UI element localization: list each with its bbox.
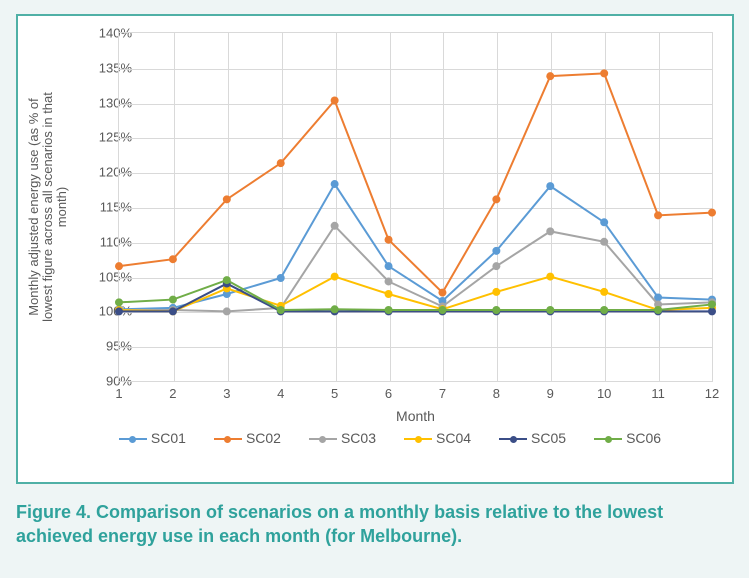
x-tick: 10: [597, 386, 611, 401]
legend-marker-sc03: [309, 438, 337, 440]
x-tick: 7: [439, 386, 446, 401]
legend-item-sc03: SC03: [309, 430, 376, 446]
series-point-sc02: [385, 236, 393, 244]
plot-area: [118, 32, 713, 382]
legend-label: SC02: [246, 430, 281, 446]
x-tick: 8: [493, 386, 500, 401]
series-line-sc02: [119, 73, 712, 292]
legend-label: SC01: [151, 430, 186, 446]
legend-dot-icon: [129, 436, 136, 443]
x-tick: 1: [115, 386, 122, 401]
legend-dot-icon: [510, 436, 517, 443]
series-point-sc06: [385, 306, 393, 314]
series-point-sc04: [600, 288, 608, 296]
y-axis-title: Monthly adjusted energy use (as % oflowe…: [27, 92, 69, 322]
legend-marker-sc05: [499, 438, 527, 440]
legend-label: SC04: [436, 430, 471, 446]
legend-item-sc01: SC01: [119, 430, 186, 446]
x-tick: 12: [705, 386, 719, 401]
legend-item-sc06: SC06: [594, 430, 661, 446]
series-point-sc01: [331, 180, 339, 188]
series-point-sc06: [438, 306, 446, 314]
series-point-sc06: [115, 298, 123, 306]
series-point-sc02: [546, 72, 554, 80]
series-point-sc02: [223, 195, 231, 203]
legend-dot-icon: [605, 436, 612, 443]
legend-item-sc02: SC02: [214, 430, 281, 446]
series-point-sc06: [277, 306, 285, 314]
series-point-sc06: [654, 306, 662, 314]
series-point-sc03: [385, 277, 393, 285]
legend-label: SC03: [341, 430, 376, 446]
legend-item-sc04: SC04: [404, 430, 471, 446]
x-tick: 3: [223, 386, 230, 401]
x-tick: 9: [547, 386, 554, 401]
legend-label: SC06: [626, 430, 661, 446]
series-point-sc01: [600, 218, 608, 226]
series-point-sc04: [492, 288, 500, 296]
series-point-sc01: [277, 274, 285, 282]
series-point-sc01: [492, 247, 500, 255]
series-svg: [119, 33, 712, 381]
series-point-sc06: [708, 300, 716, 308]
x-tick: 2: [169, 386, 176, 401]
series-point-sc02: [277, 159, 285, 167]
series-point-sc06: [223, 276, 231, 284]
series-point-sc04: [546, 273, 554, 281]
series-point-sc06: [169, 296, 177, 304]
series-point-sc02: [115, 262, 123, 270]
series-point-sc02: [492, 195, 500, 203]
y-axis-title-wrap: Monthly adjusted energy use (as % oflowe…: [28, 32, 68, 382]
series-point-sc02: [438, 289, 446, 297]
series-point-sc03: [492, 262, 500, 270]
x-tick: 4: [277, 386, 284, 401]
series-point-sc02: [654, 211, 662, 219]
x-tick: 11: [651, 386, 665, 401]
series-point-sc04: [385, 290, 393, 298]
series-line-sc01: [119, 184, 712, 309]
series-point-sc01: [546, 182, 554, 190]
series-point-sc06: [546, 306, 554, 314]
legend-dot-icon: [319, 436, 326, 443]
series-point-sc06: [492, 306, 500, 314]
series-point-sc05: [115, 307, 123, 315]
series-point-sc04: [331, 273, 339, 281]
legend: SC01 SC02 SC03 SC04 SC05 SC06: [68, 430, 712, 470]
legend-marker-sc01: [119, 438, 147, 440]
legend-dot-icon: [415, 436, 422, 443]
chart-frame: Monthly adjusted energy use (as % oflowe…: [16, 14, 734, 484]
legend-label: SC05: [531, 430, 566, 446]
series-point-sc05: [708, 307, 716, 315]
legend-marker-sc06: [594, 438, 622, 440]
legend-dot-icon: [224, 436, 231, 443]
x-axis-title: Month: [118, 408, 713, 424]
series-point-sc05: [169, 307, 177, 315]
legend-marker-sc02: [214, 438, 242, 440]
series-point-sc02: [600, 69, 608, 77]
series-point-sc02: [708, 209, 716, 217]
legend-item-sc05: SC05: [499, 430, 566, 446]
series-point-sc03: [331, 222, 339, 230]
series-point-sc03: [223, 307, 231, 315]
series-point-sc02: [169, 255, 177, 263]
series-point-sc01: [385, 262, 393, 270]
x-tick: 6: [385, 386, 392, 401]
figure-container: Monthly adjusted energy use (as % oflowe…: [0, 0, 749, 578]
figure-caption: Figure 4. Comparison of scenarios on a m…: [16, 500, 716, 548]
series-point-sc03: [546, 227, 554, 235]
series-point-sc06: [600, 306, 608, 314]
series-point-sc03: [600, 238, 608, 246]
legend-marker-sc04: [404, 438, 432, 440]
x-tick: 5: [331, 386, 338, 401]
series-point-sc02: [331, 97, 339, 105]
series-point-sc06: [331, 305, 339, 313]
